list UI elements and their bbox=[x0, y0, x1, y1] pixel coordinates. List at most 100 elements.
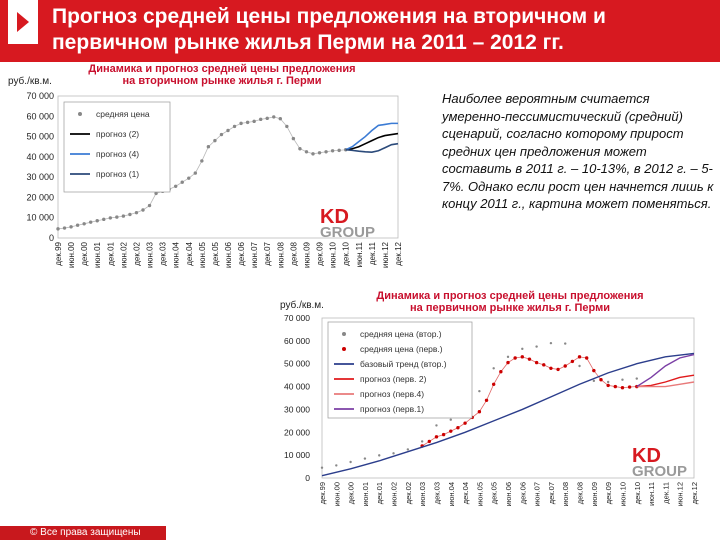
legend-label: прогноз (перв.1) bbox=[360, 404, 424, 414]
x-tick-label: июн.03 bbox=[146, 241, 155, 268]
x-tick-label: дек.01 bbox=[375, 482, 384, 504]
x-tick-label: дек.03 bbox=[432, 482, 441, 504]
chart-title: Динамика и прогноз средней цены предложе… bbox=[88, 63, 355, 87]
data-point bbox=[349, 460, 352, 464]
corner-logo-bg bbox=[672, 524, 712, 538]
x-tick-label: июн.08 bbox=[276, 241, 285, 268]
x-tick-label: дек.05 bbox=[211, 241, 220, 265]
x-tick-label: дек.00 bbox=[80, 241, 89, 265]
x-tick-label: июн.05 bbox=[198, 241, 207, 268]
x-tick-label: июн.00 bbox=[332, 482, 341, 506]
data-point bbox=[592, 379, 596, 383]
y-tick-label: 0 bbox=[49, 233, 54, 243]
x-tick-label: июн.05 bbox=[475, 482, 484, 506]
y-tick-label: 20 000 bbox=[284, 427, 310, 437]
legend-label: прогноз (2) bbox=[96, 129, 139, 139]
x-tick-label: дек.07 bbox=[263, 241, 272, 265]
x-tick-label: дек.12 bbox=[690, 482, 699, 504]
y-tick-label: 60 000 bbox=[284, 336, 310, 346]
y-tick-label: 20 000 bbox=[26, 192, 54, 202]
data-point bbox=[564, 342, 567, 345]
data-point bbox=[535, 345, 538, 348]
x-tick-label: июн.10 bbox=[329, 241, 338, 268]
x-tick-label: дек.08 bbox=[576, 482, 585, 504]
series-line bbox=[421, 356, 637, 447]
data-point bbox=[392, 452, 395, 455]
y-axis-label: руб./кв.м. bbox=[8, 75, 52, 87]
data-point bbox=[521, 347, 524, 351]
data-point bbox=[492, 367, 495, 370]
y-tick-label: 70 000 bbox=[284, 313, 310, 323]
y-tick-label: 50 000 bbox=[26, 132, 54, 142]
data-point bbox=[606, 380, 610, 384]
x-tick-label: дек.99 bbox=[318, 482, 327, 504]
chart-1: Динамика и прогноз средней цены предложе… bbox=[8, 63, 403, 268]
x-tick-label: июн.11 bbox=[647, 482, 656, 506]
data-point bbox=[506, 355, 510, 359]
series-line bbox=[345, 142, 399, 153]
data-point bbox=[449, 418, 452, 421]
series-line bbox=[636, 381, 695, 388]
series-line bbox=[345, 132, 399, 151]
legend-label: базовый тренд (втор.) bbox=[360, 359, 447, 369]
footer-bar: © Все права защищены bbox=[0, 526, 166, 540]
x-tick-label: дек.03 bbox=[159, 241, 168, 265]
legend-label: средняя цена (втор.) bbox=[360, 329, 442, 339]
y-axis-label: руб./кв.м. bbox=[280, 299, 324, 311]
data-point bbox=[549, 341, 553, 345]
x-tick-label: дек.04 bbox=[185, 241, 194, 265]
data-point bbox=[635, 377, 638, 380]
y-tick-label: 60 000 bbox=[26, 111, 54, 121]
legend-swatch bbox=[342, 332, 346, 336]
x-tick-label: июн.06 bbox=[224, 241, 233, 268]
y-tick-label: 50 000 bbox=[284, 359, 310, 369]
x-tick-label: дек.02 bbox=[404, 482, 413, 504]
x-tick-label: июн.01 bbox=[361, 482, 370, 506]
data-point bbox=[363, 457, 367, 460]
x-tick-label: дек.07 bbox=[547, 482, 556, 504]
description-text: Наиболее вероятным считается умеренно-пе… bbox=[442, 91, 714, 211]
logo-kd: KD bbox=[320, 206, 349, 228]
x-tick-label: июн.04 bbox=[447, 482, 456, 506]
legend-swatch bbox=[78, 112, 82, 116]
header-bar: Прогноз средней цены предложения на втор… bbox=[0, 0, 720, 62]
data-point bbox=[335, 464, 338, 467]
legend-label: прогноз (4) bbox=[96, 149, 139, 159]
x-tick-label: июн.11 bbox=[355, 241, 364, 267]
x-tick-label: июн.02 bbox=[390, 482, 399, 506]
x-tick-label: дек.10 bbox=[342, 241, 351, 265]
x-tick-label: дек.99 bbox=[54, 241, 63, 265]
x-tick-label: дек.05 bbox=[490, 482, 499, 504]
page-title: Прогноз средней цены предложения на втор… bbox=[52, 5, 606, 54]
x-tick-label: дек.06 bbox=[237, 241, 246, 265]
y-tick-label: 40 000 bbox=[284, 382, 310, 392]
x-tick-label: дек.11 bbox=[661, 482, 670, 504]
series-line bbox=[345, 122, 398, 151]
y-tick-label: 30 000 bbox=[284, 404, 310, 414]
legend-box bbox=[63, 101, 171, 193]
bookmark-icon bbox=[8, 0, 38, 44]
x-tick-label: июн.12 bbox=[676, 482, 685, 506]
x-tick-label: дек.12 bbox=[394, 241, 403, 265]
data-point bbox=[378, 454, 381, 457]
data-point bbox=[621, 378, 624, 381]
legend-label: прогноз (перв. 2) bbox=[360, 374, 427, 384]
x-tick-label: июн.08 bbox=[561, 482, 570, 506]
x-tick-label: дек.11 bbox=[368, 241, 377, 265]
legend-label: средняя цена bbox=[96, 109, 150, 119]
logo-group: GROUP bbox=[320, 224, 375, 241]
series-line bbox=[636, 374, 695, 388]
x-tick-label: дек.10 bbox=[633, 482, 642, 504]
chart-title: Динамика и прогноз средней цены предложе… bbox=[376, 290, 643, 314]
copyright-text: © Все права защищены bbox=[30, 527, 141, 538]
logo-group: GROUP bbox=[632, 463, 687, 480]
x-tick-label: июн.00 bbox=[67, 241, 76, 268]
x-tick-label: июн.03 bbox=[418, 482, 427, 506]
x-tick-label: дек.06 bbox=[518, 482, 527, 504]
plot-frame bbox=[321, 317, 695, 479]
x-tick-label: дек.00 bbox=[347, 482, 356, 504]
series-line bbox=[57, 116, 346, 230]
x-tick-label: июн.09 bbox=[590, 482, 599, 506]
